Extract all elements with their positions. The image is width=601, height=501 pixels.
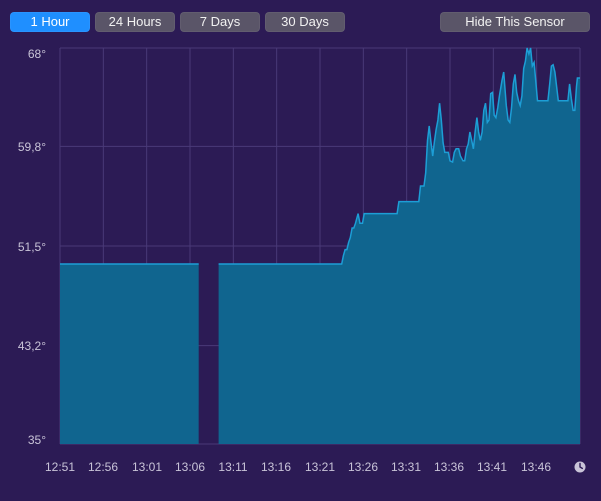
x-tick-label: 13:01 (131, 460, 163, 474)
chart-area (60, 47, 580, 444)
range-7-days-button[interactable]: 7 Days (180, 12, 260, 32)
temperature-area-fill (60, 264, 199, 444)
range-1-hour-button[interactable]: 1 Hour (10, 12, 90, 32)
range-toolbar: 1 Hour 24 Hours 7 Days 30 Days Hide This… (10, 12, 591, 32)
y-tick-label: 43,2° (17, 339, 46, 353)
x-tick-label: 13:11 (218, 460, 248, 474)
range-24-hours-button[interactable]: 24 Hours (95, 12, 175, 32)
x-tick-label: 13:46 (520, 460, 552, 474)
x-tick-label: 12:51 (44, 460, 76, 474)
y-tick-label: 35° (27, 433, 46, 447)
range-30-days-button[interactable]: 30 Days (265, 12, 345, 32)
y-tick-label: 59,8° (17, 140, 46, 154)
x-tick-label: 13:16 (260, 460, 292, 474)
x-tick-label: 13:31 (390, 460, 422, 474)
temperature-line (218, 47, 580, 265)
x-tick-label: 13:26 (347, 460, 379, 474)
x-tick-label: 13:41 (476, 460, 508, 474)
x-tick-label: 12:56 (87, 460, 119, 474)
x-tick-label: 13:36 (433, 460, 465, 474)
y-tick-label: 68° (27, 47, 46, 61)
y-tick-label: 51,5° (17, 240, 46, 254)
x-tick-label: 13:06 (174, 460, 206, 474)
clock-icon[interactable] (574, 461, 586, 473)
x-tick-label: 13:21 (304, 460, 336, 474)
hide-sensor-button[interactable]: Hide This Sensor (440, 12, 590, 32)
temperature-area-fill (218, 48, 580, 444)
